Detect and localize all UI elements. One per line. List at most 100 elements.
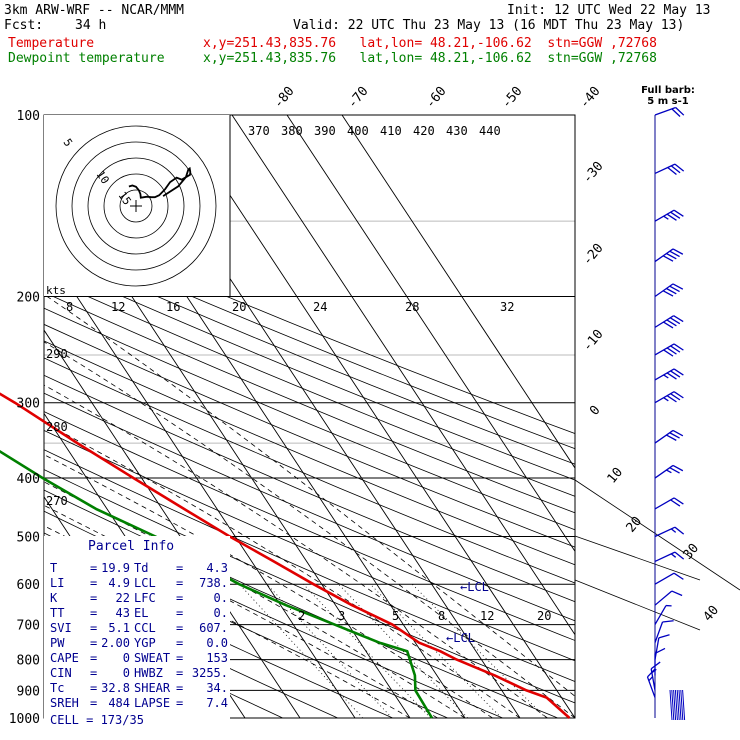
parcel-label: LCL — [134, 576, 156, 590]
wind-barb-full — [663, 349, 674, 357]
pressure-label: 700 — [17, 619, 40, 634]
parcel-row: CAPE = 0 SWEAT = 153 — [50, 651, 232, 666]
parcel-value: 5.1 — [108, 621, 130, 635]
wind-barb-shaft — [654, 637, 660, 660]
parcel-label: SVI — [50, 621, 72, 635]
mixing-ratio-line — [266, 583, 393, 718]
wind-barb-full — [666, 319, 677, 327]
parcel-value: 2.00 — [101, 636, 130, 650]
isotherm-line — [341, 115, 575, 469]
parcel-row: K = 22 LFC = 0. — [50, 591, 232, 606]
dry-adiabat-line — [44, 261, 575, 481]
pressure-label: 900 — [17, 684, 40, 699]
hodograph-ring — [119, 189, 153, 223]
mixing-ratio-label: 8 — [438, 609, 445, 623]
wind-barb-full — [673, 368, 684, 376]
parcel-info-table: T = 19.9 Td = 4.3 LI = 4.9 LCL = 738. K = 22 LFC = 0. TT = 4… — [50, 561, 232, 711]
parcel-equals: = — [90, 591, 98, 605]
parcel-value: 32.8 — [101, 681, 130, 695]
wind-barb-full — [673, 315, 684, 323]
wind-barb — [654, 209, 684, 222]
parcel-row: LI = 4.9 LCL = 738. — [50, 576, 232, 591]
wind-barb-full — [673, 343, 684, 351]
forecast-label: Fcst: — [4, 18, 44, 33]
mixing-ratio-line — [303, 583, 431, 718]
isotherm-label: -10 — [580, 327, 607, 355]
surface-wind-barb — [676, 689, 680, 721]
wind-barb — [654, 634, 670, 660]
moist-adiabat-line — [44, 454, 493, 718]
surface-wind-barb — [671, 689, 675, 721]
parcel-label: HWBZ — [134, 666, 163, 680]
adiabat-side-label: 270 — [46, 494, 68, 508]
parcel-row: SVI = 5.1 CCL = 607. — [50, 621, 232, 636]
parcel-value: 43 — [115, 606, 130, 620]
pressure-label: 200 — [17, 291, 40, 306]
wind-barb-full — [666, 395, 677, 403]
hodograph-ring-label: 10 — [94, 168, 112, 186]
parcel-equals: = — [90, 576, 98, 590]
hodograph-ring — [71, 141, 201, 271]
wind-barb-half — [666, 469, 672, 474]
wind-barb-full — [670, 393, 681, 401]
wind-barb-full — [670, 499, 681, 507]
isotherm-label: 10 — [605, 465, 627, 487]
parcel-value: 484 — [108, 696, 130, 710]
parcel-label: TT — [50, 606, 65, 620]
parcel-value: 0 — [122, 666, 130, 680]
parcel-equals: = — [176, 696, 184, 710]
wind-barb-full — [662, 620, 674, 623]
wind-barb — [654, 106, 685, 118]
parcel-row: PW = 2.00 YGP = 0.0 — [50, 636, 232, 651]
parcel-cell-motion: CELL = 173/35 — [50, 713, 144, 727]
surface-wind-barb — [678, 689, 682, 721]
dry-adiabat-line — [44, 276, 575, 497]
full-barb-legend: Full barb: 5 m s-1 — [636, 85, 700, 107]
wind-barb-full — [666, 434, 677, 441]
parcel-value: 0.0 — [206, 636, 228, 650]
parcel-row: CIN = 0 HWBZ = 3255. — [50, 666, 232, 681]
parcel-value: 738. — [199, 576, 228, 590]
hodograph-group — [44, 115, 230, 296]
pressure-label: 300 — [17, 397, 40, 412]
adiabat-side-label: 290 — [46, 347, 68, 361]
moist-adiabat-line — [44, 384, 548, 718]
mixing-ratio-line — [239, 583, 364, 718]
parcel-value: 607. — [199, 621, 228, 635]
parcel-label: PW — [50, 636, 65, 650]
isotherm-label: -20 — [580, 241, 607, 269]
wind-barb — [654, 429, 684, 444]
wind-barb-half — [663, 397, 669, 402]
wind-barb-full — [673, 209, 684, 217]
dry-adiabat-line — [44, 469, 575, 704]
parcel-label: YGP — [134, 636, 156, 650]
mixing-ratio-line — [411, 583, 547, 718]
parcel-equals: = — [90, 666, 98, 680]
parcel-value: 4.3 — [206, 561, 228, 575]
parcel-equals: = — [90, 696, 98, 710]
wind-barb-full — [667, 167, 677, 175]
hodograph-speed-tick: 28 — [405, 300, 419, 314]
wind-barb-half — [670, 528, 677, 533]
adiabat-side-label: 280 — [46, 420, 68, 434]
theta-label: 390 — [314, 124, 336, 138]
hodograph-ring-label: 15 — [116, 189, 134, 207]
wind-barb-full — [669, 285, 680, 293]
isotherm-line — [44, 245, 356, 718]
isotherm-label: -80 — [271, 84, 298, 112]
hodograph-speed-tick: 16 — [166, 300, 180, 314]
wind-barb-full — [666, 252, 677, 260]
valid-time: Valid: 22 UTC Thu 23 May 13 (16 MDT Thu … — [293, 18, 685, 33]
parcel-value: 7.4 — [206, 696, 228, 710]
dry-adiabat-line — [44, 411, 575, 641]
parcel-equals: = — [176, 621, 184, 635]
wind-barb-full — [672, 429, 684, 437]
parcel-label: LFC — [134, 591, 156, 605]
wind-barb-full — [658, 634, 670, 639]
dry-adiabat-line — [44, 578, 338, 718]
wind-barb — [654, 315, 684, 329]
wind-barb-full — [672, 283, 684, 290]
parcel-equals: = — [176, 651, 184, 665]
wind-barb — [654, 464, 684, 479]
wind-barb-full — [673, 391, 684, 399]
